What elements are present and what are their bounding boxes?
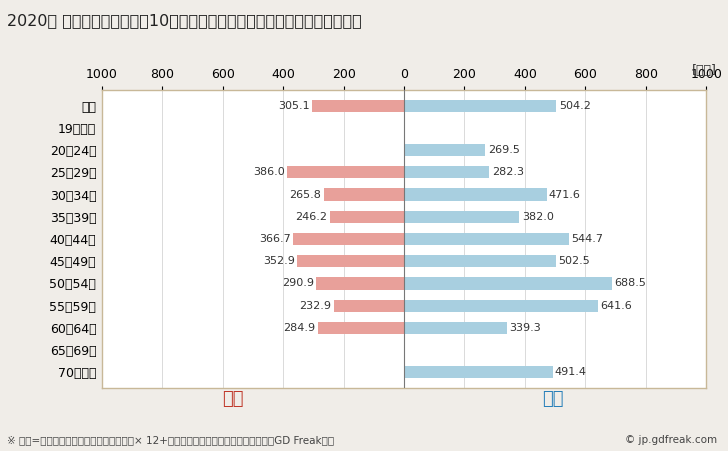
Text: 339.3: 339.3: [509, 323, 541, 333]
Text: 688.5: 688.5: [614, 278, 646, 289]
Bar: [312, 100, 404, 112]
Bar: [404, 166, 489, 179]
Text: 232.9: 232.9: [299, 301, 331, 311]
Bar: [404, 255, 556, 267]
Text: 246.2: 246.2: [296, 212, 328, 222]
Text: 502.5: 502.5: [558, 256, 590, 266]
Text: 269.5: 269.5: [488, 145, 520, 155]
Bar: [330, 211, 404, 223]
Bar: [404, 233, 569, 245]
Text: 352.9: 352.9: [263, 256, 295, 266]
Text: 386.0: 386.0: [253, 167, 285, 177]
Text: 382.0: 382.0: [522, 212, 554, 222]
Text: [万円]: [万円]: [692, 64, 717, 77]
Bar: [404, 144, 486, 156]
Bar: [324, 189, 404, 201]
Text: 265.8: 265.8: [290, 189, 321, 200]
Text: 305.1: 305.1: [278, 101, 309, 111]
Bar: [404, 189, 547, 201]
Text: 290.9: 290.9: [282, 278, 314, 289]
Bar: [293, 233, 404, 245]
Text: 女性: 女性: [222, 390, 244, 408]
Bar: [404, 366, 553, 378]
Text: 504.2: 504.2: [559, 101, 590, 111]
Bar: [288, 166, 404, 179]
Bar: [404, 100, 556, 112]
Bar: [404, 299, 598, 312]
Text: 2020年 民間企業（従業者数10人以上）フルタイム労働者の男女別平均年収: 2020年 民間企業（従業者数10人以上）フルタイム労働者の男女別平均年収: [7, 14, 362, 28]
Text: 366.7: 366.7: [259, 234, 290, 244]
Text: © jp.gdfreak.com: © jp.gdfreak.com: [625, 435, 717, 445]
Bar: [316, 277, 404, 290]
Bar: [298, 255, 404, 267]
Text: 544.7: 544.7: [571, 234, 603, 244]
Text: 男性: 男性: [542, 390, 564, 408]
Bar: [318, 322, 404, 334]
Text: ※ 年収=「きまって支給する現金給与額」× 12+「年間賞与その他特別給与額」としてGD Freak推計: ※ 年収=「きまって支給する現金給与額」× 12+「年間賞与その他特別給与額」と…: [7, 435, 334, 445]
Bar: [404, 322, 507, 334]
Text: 284.9: 284.9: [283, 323, 315, 333]
Bar: [404, 211, 520, 223]
Text: 471.6: 471.6: [549, 189, 581, 200]
Bar: [404, 277, 612, 290]
Bar: [333, 299, 404, 312]
Text: 491.4: 491.4: [555, 367, 587, 377]
Text: 282.3: 282.3: [491, 167, 523, 177]
Text: 641.6: 641.6: [601, 301, 632, 311]
